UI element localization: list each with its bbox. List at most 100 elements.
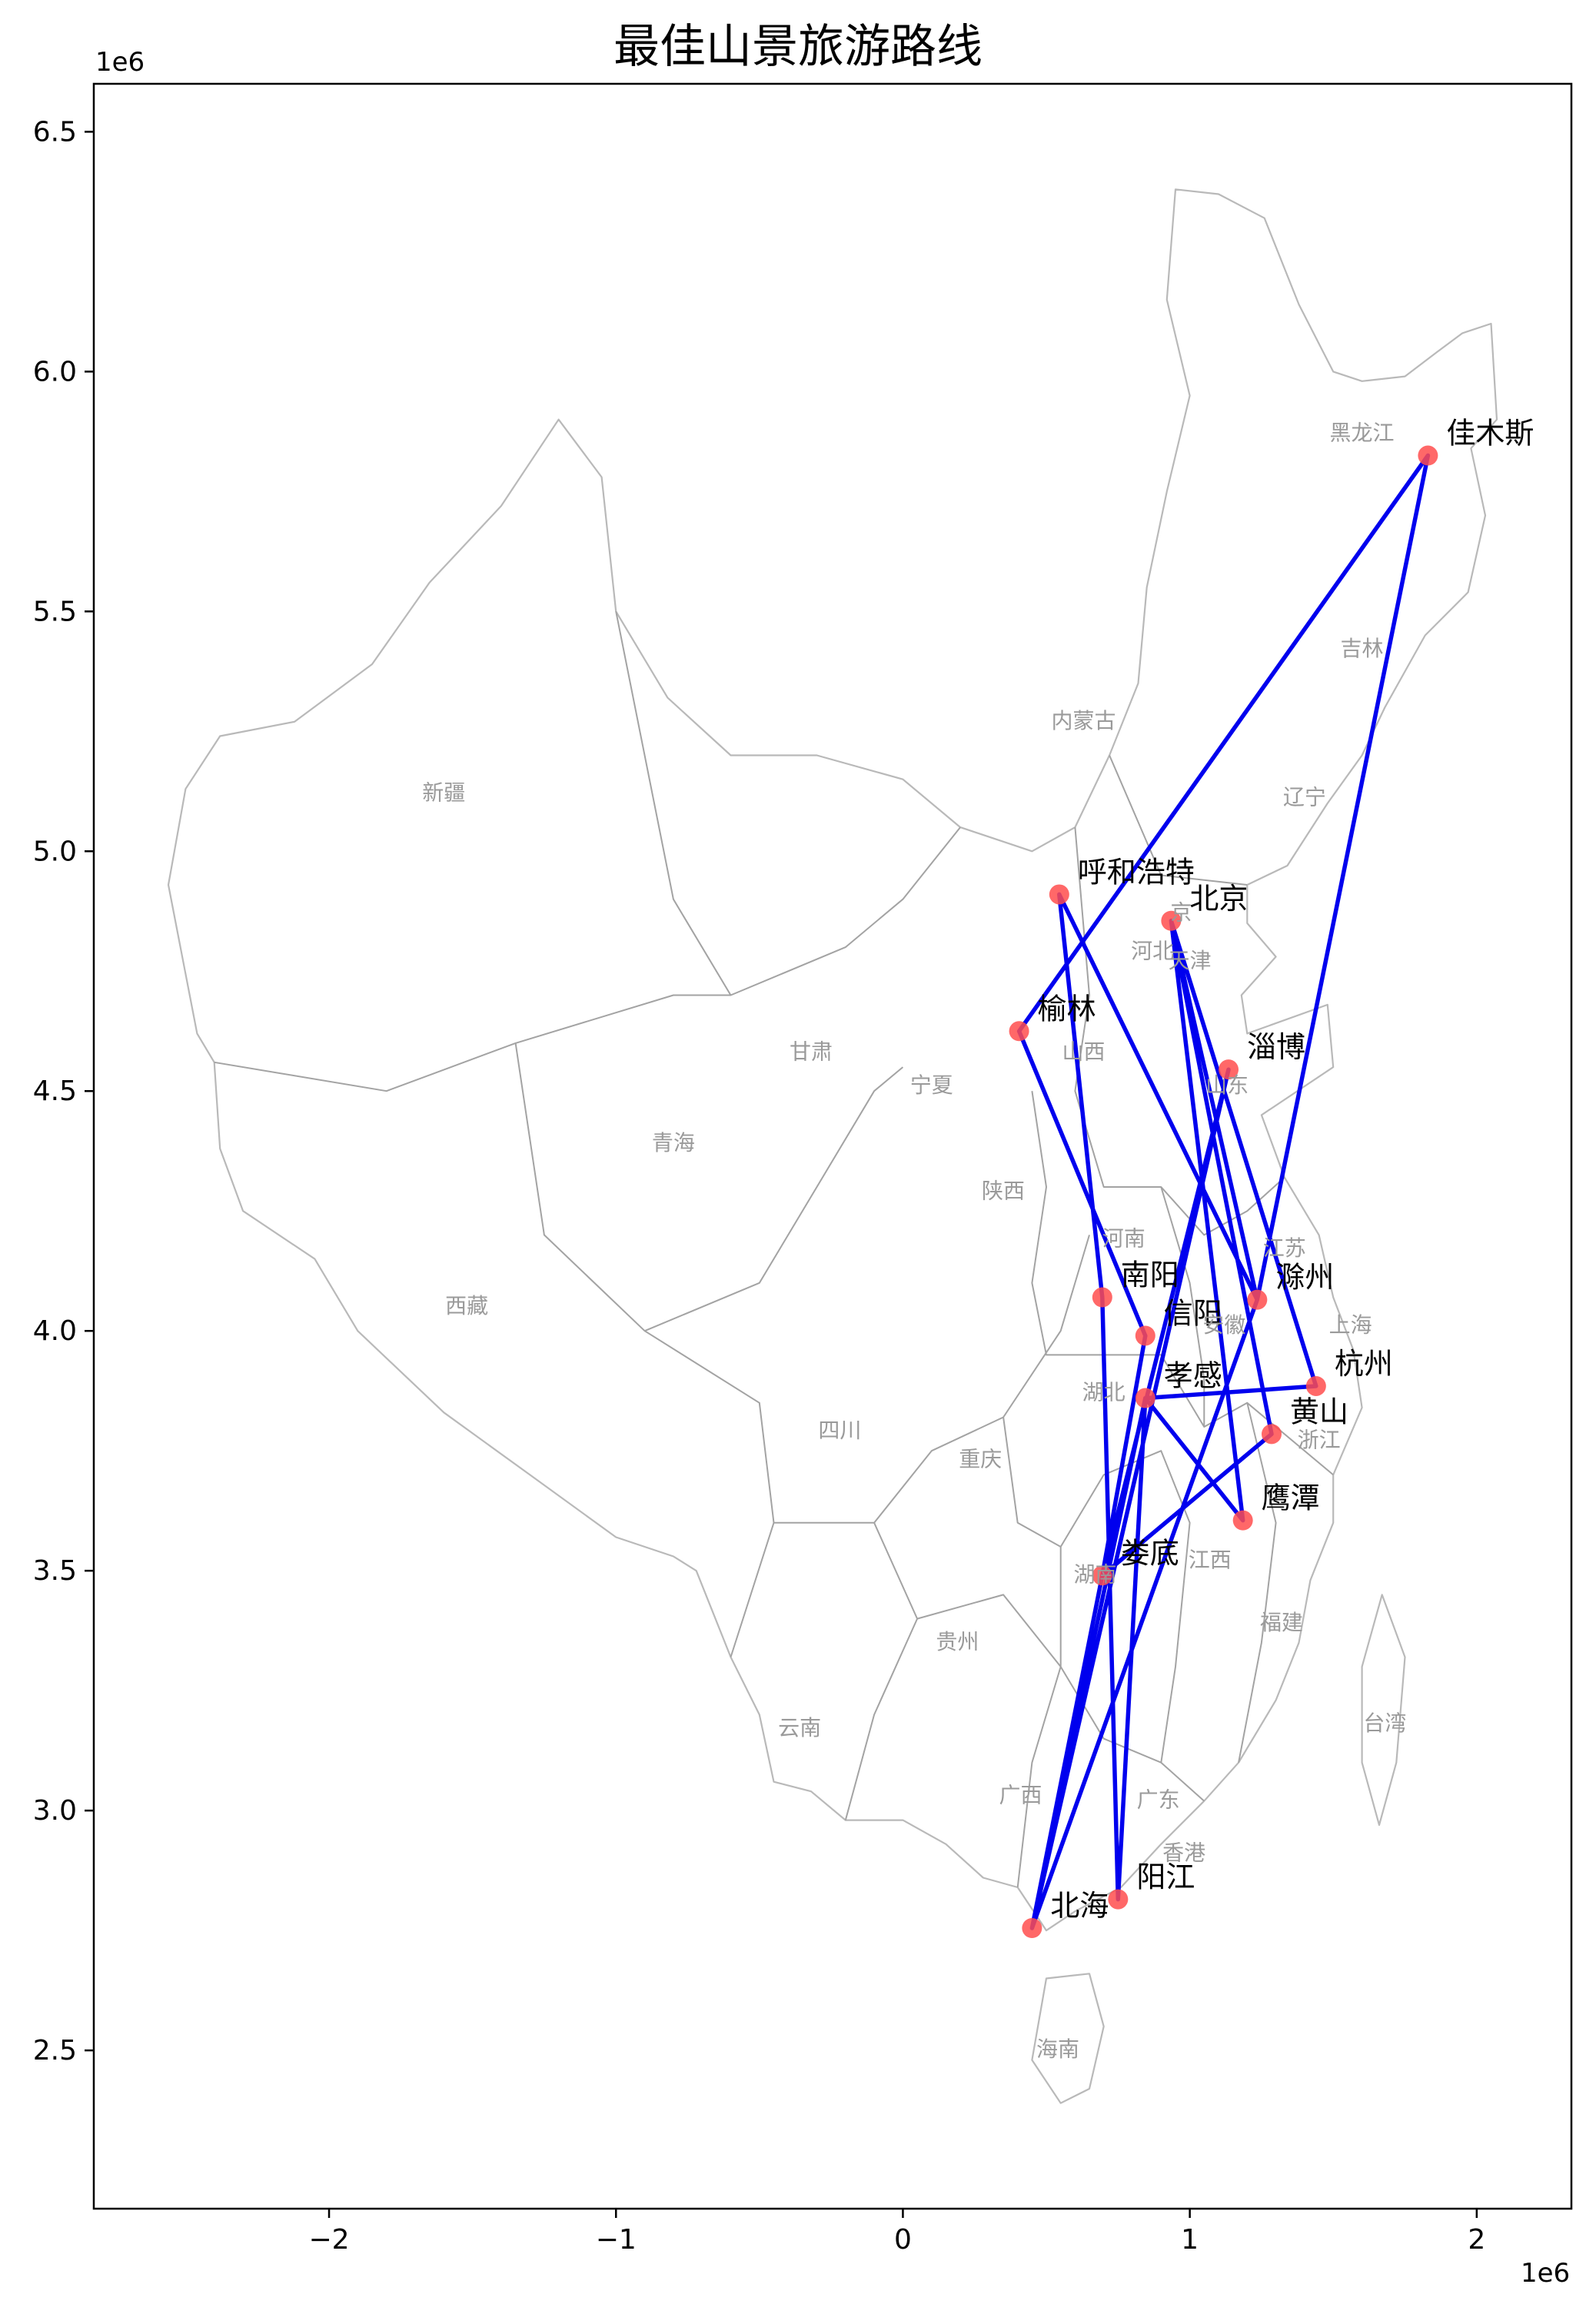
chart-title: 最佳山景旅游路线: [613, 20, 983, 74]
y-tick-label: 4.5: [33, 1076, 77, 1107]
province-label: 甘肃: [790, 1039, 833, 1064]
province-boundary: [1109, 755, 1248, 886]
taiwan-outline: [1361, 1594, 1406, 1826]
province-label: 辽宁: [1283, 785, 1326, 810]
x-tick-label: 2: [1468, 2224, 1485, 2256]
y-tick-label: 5.0: [33, 836, 77, 867]
province-label: 吉林: [1341, 636, 1384, 661]
province-label: 海南: [1036, 2036, 1079, 2062]
y-tick-label: 4.0: [33, 1315, 77, 1347]
province-label: 西藏: [445, 1293, 488, 1318]
city-label: 娄底: [1121, 1536, 1179, 1570]
city-label: 杭州: [1335, 1347, 1393, 1381]
y-tick-label: 5.5: [33, 596, 77, 627]
province-label: 河南: [1102, 1226, 1145, 1252]
y-tick-label: 3.5: [33, 1555, 77, 1587]
province-boundary: [773, 1235, 1090, 1524]
province-label: 安徽: [1202, 1312, 1245, 1338]
city-label: 黄山: [1290, 1395, 1348, 1428]
y-tick-label: 6.5: [33, 116, 77, 148]
city-label: 南阳: [1121, 1258, 1179, 1292]
province-label: 青海: [652, 1130, 695, 1155]
city-marker: [1262, 1424, 1282, 1445]
province-label: 福建: [1260, 1610, 1303, 1635]
city-markers: [1009, 445, 1438, 1939]
city-label: 鹰潭: [1262, 1481, 1320, 1515]
city-label: 信阳: [1164, 1296, 1222, 1330]
province-boundary: [615, 611, 961, 996]
x-tick-label: 1: [1181, 2224, 1199, 2256]
province-label: 内蒙古: [1052, 708, 1116, 733]
city-marker: [1161, 910, 1182, 931]
city-label: 孝感: [1164, 1359, 1222, 1393]
province-boundary: [1002, 1417, 1191, 1763]
city-marker: [1022, 1918, 1042, 1939]
city-label: 北京: [1189, 882, 1248, 916]
city-label: 呼和浩特: [1078, 855, 1195, 889]
city-marker: [1009, 1021, 1029, 1042]
route-lines: [1016, 453, 1431, 1930]
x-axis: −2 −1 0 1 2: [308, 2209, 1485, 2256]
province-label: 四川: [818, 1418, 861, 1443]
province-boundary: [1160, 1186, 1205, 1427]
y-offset-label: 1e6: [95, 47, 145, 78]
province-label: 山东: [1205, 1072, 1249, 1098]
province-label: 广西: [999, 1782, 1042, 1807]
province-label: 黑龙江: [1330, 420, 1395, 445]
province-boundary: [514, 1042, 904, 1332]
province-boundary: [1238, 1402, 1277, 1763]
x-tick-label: 0: [894, 2224, 912, 2256]
province-boundary: [214, 994, 731, 1092]
china-province-map: [167, 188, 1498, 2104]
x-tick-label: −1: [596, 2224, 637, 2256]
province-label: 江苏: [1263, 1235, 1306, 1261]
province-boundary: [844, 1522, 919, 1820]
province-label: 江西: [1189, 1548, 1232, 1573]
x-offset-label: 1e6: [1521, 2258, 1570, 2289]
province-label: 京: [1170, 899, 1192, 925]
province-label: 台湾: [1363, 1711, 1406, 1736]
province-label: 陕西: [982, 1178, 1025, 1203]
city-label: 阳江: [1136, 1860, 1195, 1894]
city-marker: [1092, 1565, 1112, 1586]
city-marker: [1305, 1375, 1326, 1396]
y-tick-label: 2.5: [33, 2035, 77, 2066]
route-polyline: [1016, 453, 1431, 1930]
city-label: 北海: [1050, 1889, 1109, 1923]
province-boundary: [1016, 1547, 1062, 1888]
city-marker: [1219, 1059, 1239, 1080]
city-marker: [1049, 884, 1069, 905]
province-label: 重庆: [959, 1447, 1002, 1472]
province-label: 河北: [1131, 938, 1174, 963]
city-label: 佳木斯: [1446, 417, 1534, 451]
province-label: 新疆: [422, 780, 465, 805]
hainan-outline: [1031, 1973, 1105, 2104]
province-label: 山西: [1062, 1039, 1106, 1064]
city-label: 滁州: [1275, 1261, 1334, 1295]
city-marker: [1135, 1388, 1155, 1408]
y-tick-label: 6.0: [33, 356, 77, 387]
province-label: 上海: [1329, 1312, 1372, 1338]
y-tick-label: 3.0: [33, 1795, 77, 1827]
province-label: 贵州: [936, 1629, 979, 1654]
province-label: 浙江: [1298, 1428, 1341, 1453]
province-label: 天津: [1169, 948, 1212, 973]
city-label: 榆林: [1038, 992, 1096, 1026]
city-marker: [1232, 1510, 1253, 1531]
city-marker: [1247, 1289, 1268, 1310]
city-marker: [1092, 1287, 1112, 1308]
y-axis: 2.5 3.0 3.5 4.0 4.5 5.0 5.5 6.0 6.5: [33, 116, 94, 2066]
city-marker: [1108, 1889, 1129, 1910]
city-marker: [1135, 1325, 1155, 1346]
city-label: 淄博: [1247, 1030, 1305, 1064]
province-label: 云南: [778, 1715, 821, 1741]
plot-frame: [92, 82, 1573, 2210]
province-label: 宁夏: [910, 1072, 953, 1098]
province-label: 湖南: [1073, 1561, 1116, 1587]
x-tick-label: −2: [308, 2224, 349, 2256]
province-label: 湖北: [1082, 1379, 1126, 1405]
city-marker: [1418, 445, 1438, 466]
